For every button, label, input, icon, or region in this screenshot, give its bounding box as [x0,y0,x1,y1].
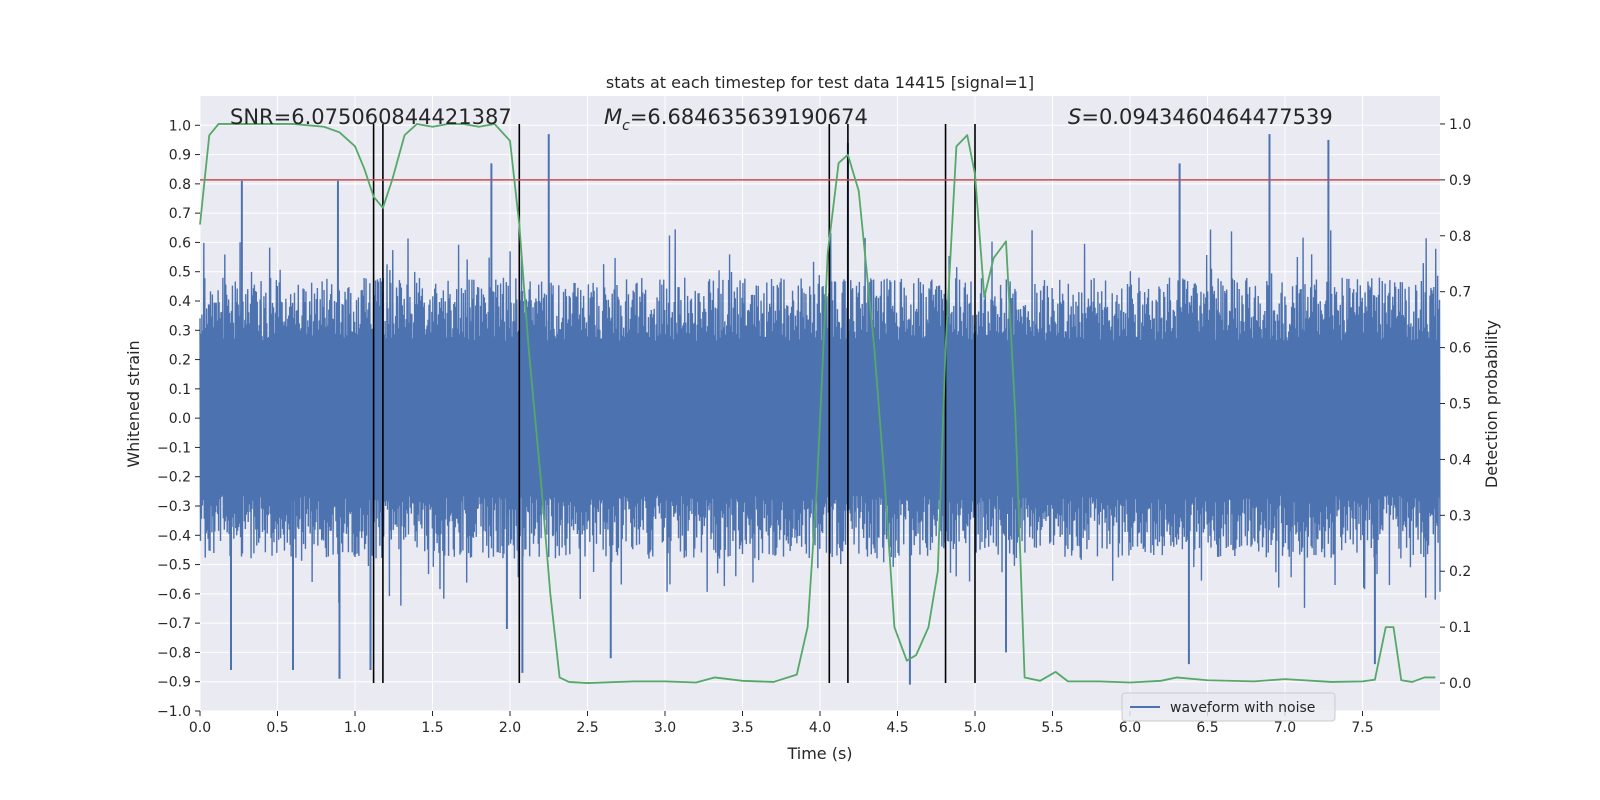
x-tick-label: 4.5 [886,720,908,736]
x-tick-label: 1.5 [421,720,443,736]
x-tick-label: 0.5 [266,720,288,736]
y-tick-label: 0.9 [169,148,191,164]
x-tick-label: 6.0 [1119,720,1141,736]
y2-tick-label: 0.6 [1449,341,1471,357]
x-tick-label: 6.5 [1196,720,1218,736]
x-tick-label: 3.5 [731,720,753,736]
y2-axis-label: Detection probability [1482,320,1501,488]
x-tick-label: 5.5 [1041,720,1063,736]
s-symbol: S [1068,105,1081,129]
legend: waveform with noise [1121,692,1336,722]
snr-annotation: SNR=6.075060844421387 [230,105,512,129]
x-tick-label: 7.5 [1351,720,1373,736]
y-tick-label: 0.7 [169,206,191,222]
y-tick-label: −0.5 [157,558,191,574]
y-tick-label: 0.2 [169,353,191,369]
y-axis-ticks: −1.0 −0.9 −0.8 −0.7 −0.6 −0.5 −0.4 −0.3 −0.2 −0.1… [157,118,200,720]
y-tick-label: −0.8 [157,645,191,661]
legend-entry: waveform with noise [1170,700,1315,716]
vertical-lines [372,123,976,684]
x-axis-ticks: 0.0 0.5 1.0 1.5 2.0 2.5 3.0 3.5 4.0 4.5 5.0 5.5 6.0 6… [189,711,1374,736]
y2-tick-label: 0.9 [1449,173,1471,189]
probability-line [199,123,1436,684]
mc-subscript: c [622,118,630,134]
y-tick-label: 0.8 [169,177,191,193]
y2-tick-label: 0.3 [1449,508,1471,524]
y-tick-label: −0.9 [157,675,191,691]
y-tick-label: 1.0 [169,118,191,134]
y-axis-label: Whitened strain [124,340,143,467]
probability-series [199,123,1436,684]
x-tick-label: 2.5 [576,720,598,736]
mc-symbol: M [604,105,622,129]
y-tick-label: −0.2 [157,470,191,486]
y2-tick-label: 1.0 [1449,117,1471,133]
y-tick-label: −0.4 [157,528,191,544]
s-value: =0.0943460464477539 [1081,105,1332,129]
y-tick-label: 0.6 [169,235,191,251]
x-tick-label: 7.0 [1274,720,1296,736]
y-tick-label: −0.7 [157,616,191,632]
x-axis-label: Time (s) [786,744,852,763]
y2-tick-label: 0.7 [1449,285,1471,301]
x-tick-label: 5.0 [964,720,986,736]
y-tick-label: −0.3 [157,499,191,515]
x-tick-label: 1.0 [344,720,366,736]
mc-annotation: Mc=6.684635639190674 [604,105,868,134]
y2-tick-label: 0.5 [1449,397,1471,413]
mc-value: =6.684635639190674 [630,105,868,129]
y-tick-label: −1.0 [157,704,191,720]
y-tick-label: 0.4 [169,294,191,310]
y2-tick-label: 0.8 [1449,229,1471,245]
legend-box [1121,692,1336,722]
s-annotation: S=0.0943460464477539 [1068,105,1333,129]
y2-tick-label: 0.0 [1449,676,1471,692]
y-tick-label: 0.5 [169,265,191,281]
y-tick-label: 0.0 [169,411,191,427]
y-tick-label: 0.3 [169,323,191,339]
y-tick-label: −0.1 [157,440,191,456]
x-tick-label: 2.0 [499,720,521,736]
x-tick-label: 4.0 [809,720,831,736]
y-tick-label: 0.1 [169,382,191,398]
x-tick-label: 3.0 [654,720,676,736]
y2-axis-ticks: 0.0 0.1 0.2 0.3 0.4 0.5 0.6 0.7 0.8 0.9 1.0 [1440,117,1471,692]
x-tick-label: 0.0 [189,720,211,736]
chart-title: stats at each timestep for test data 144… [606,73,1034,92]
y2-tick-label: 0.1 [1449,620,1471,636]
y2-tick-label: 0.4 [1449,452,1471,468]
y-tick-label: −0.6 [157,587,191,603]
y2-tick-label: 0.2 [1449,564,1471,580]
